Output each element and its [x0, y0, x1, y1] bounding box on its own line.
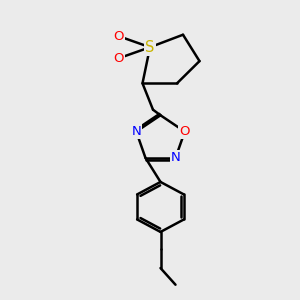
Text: N: N [131, 125, 141, 138]
Text: S: S [145, 40, 155, 55]
Text: O: O [113, 52, 124, 65]
Text: N: N [171, 152, 180, 164]
Text: O: O [113, 30, 124, 43]
Text: O: O [179, 125, 190, 138]
